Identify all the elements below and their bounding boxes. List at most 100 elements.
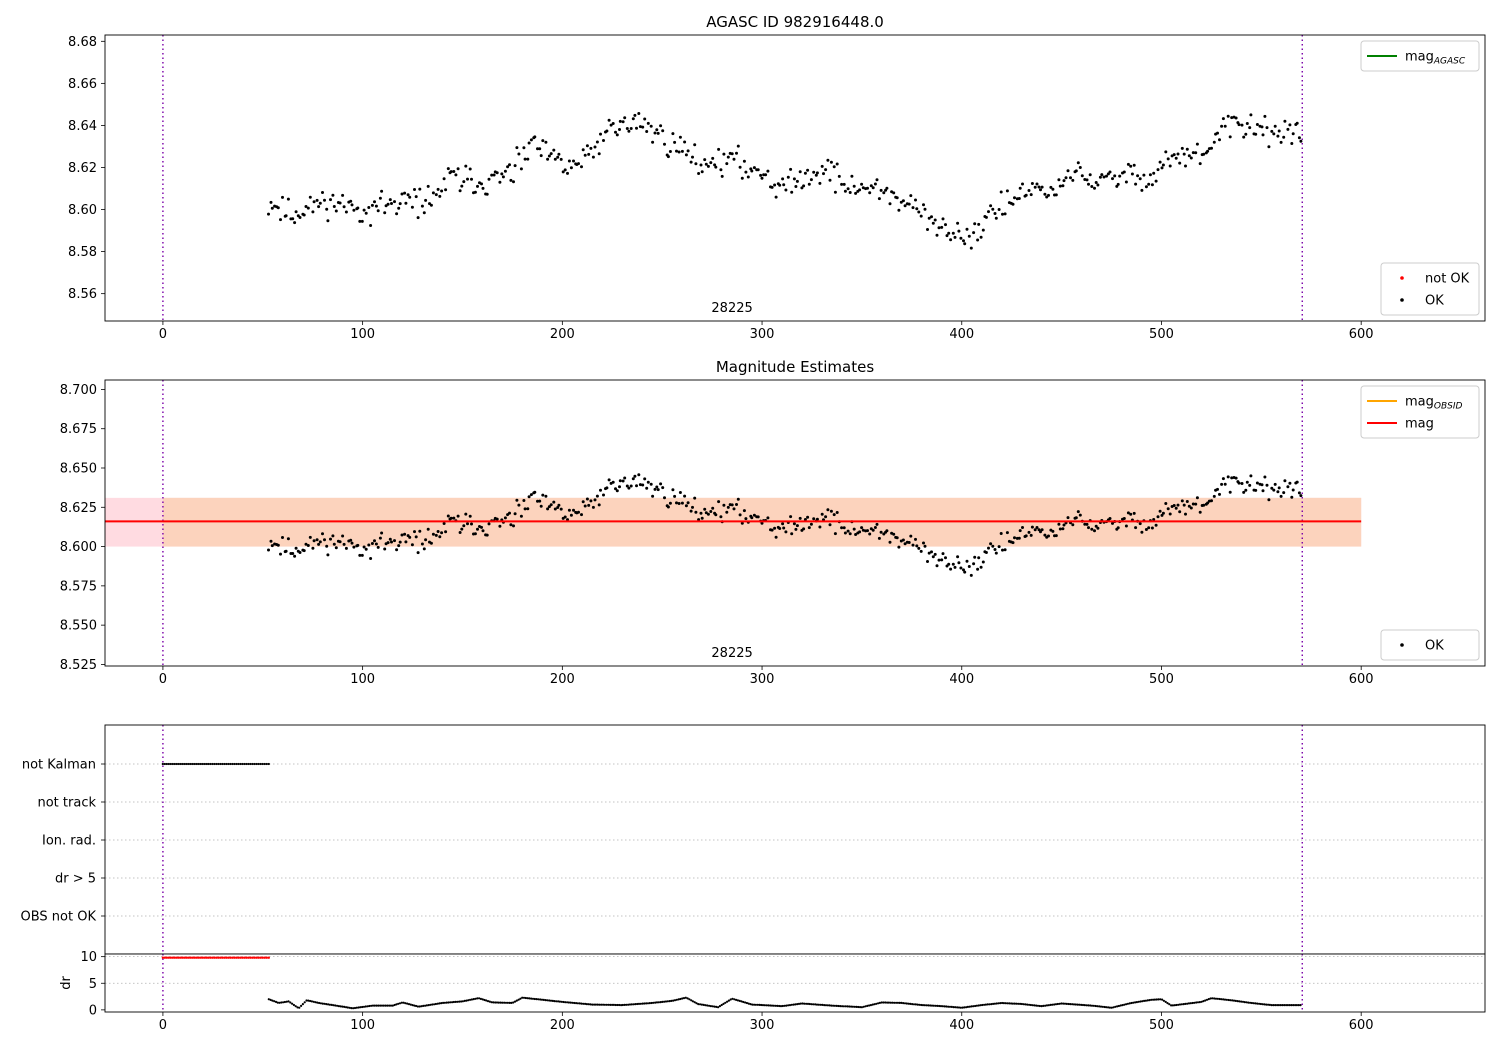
data-point bbox=[820, 164, 824, 168]
data-point bbox=[276, 543, 280, 547]
data-point bbox=[981, 560, 985, 564]
data-point bbox=[917, 210, 921, 214]
dr-point bbox=[912, 1003, 916, 1006]
data-point bbox=[885, 529, 889, 533]
data-point bbox=[1061, 527, 1065, 531]
dr-point bbox=[517, 998, 520, 1001]
data-point bbox=[949, 238, 953, 242]
dr-point bbox=[1105, 1006, 1108, 1009]
dr-point bbox=[1182, 1003, 1185, 1006]
dr-point bbox=[1080, 1003, 1083, 1007]
data-point bbox=[711, 506, 715, 510]
data-point bbox=[659, 482, 663, 486]
dr-point bbox=[285, 1000, 288, 1003]
data-point bbox=[638, 125, 642, 129]
data-point bbox=[1096, 183, 1100, 187]
data-point bbox=[814, 173, 818, 177]
data-point bbox=[1299, 494, 1303, 498]
data-point bbox=[773, 183, 777, 187]
dr-point bbox=[1071, 1003, 1074, 1006]
data-point bbox=[1154, 179, 1158, 183]
data-point bbox=[784, 530, 788, 534]
data-point bbox=[663, 142, 666, 146]
data-point bbox=[344, 210, 348, 214]
data-point bbox=[625, 484, 629, 488]
dr-point bbox=[569, 1001, 572, 1004]
dr-over-limit-point bbox=[169, 956, 173, 959]
data-point bbox=[1299, 139, 1303, 143]
data-point bbox=[286, 537, 290, 541]
data-point bbox=[666, 505, 670, 509]
dr-point bbox=[611, 1003, 614, 1007]
dr-point bbox=[702, 1003, 705, 1007]
data-point bbox=[403, 532, 407, 536]
data-point bbox=[1124, 524, 1128, 528]
data-point bbox=[882, 191, 886, 195]
dr-point bbox=[833, 1004, 837, 1007]
x-tick-label: 200 bbox=[550, 672, 575, 687]
data-point bbox=[566, 518, 569, 522]
dr-point bbox=[447, 1001, 450, 1004]
data-point bbox=[317, 542, 321, 546]
data-point bbox=[597, 152, 601, 156]
dr-point bbox=[357, 1006, 360, 1009]
data-point bbox=[1265, 126, 1269, 130]
data-point bbox=[1144, 528, 1148, 531]
data-point bbox=[1216, 487, 1219, 491]
dr-point bbox=[416, 1005, 419, 1008]
data-point bbox=[362, 545, 366, 549]
data-point bbox=[380, 189, 384, 193]
dr-point bbox=[869, 1004, 873, 1007]
dr-point bbox=[923, 1004, 926, 1007]
data-point bbox=[449, 516, 453, 520]
dr-point bbox=[966, 1005, 970, 1009]
data-point bbox=[413, 188, 416, 191]
dr-over-limit-point bbox=[263, 956, 266, 959]
data-point bbox=[281, 536, 284, 539]
data-point bbox=[649, 124, 653, 128]
data-point bbox=[321, 532, 324, 536]
dr-over-limit-point bbox=[245, 956, 248, 959]
y-tick-label: 8.68 bbox=[68, 35, 97, 50]
dr-point bbox=[346, 1006, 349, 1009]
dr-point bbox=[1004, 1002, 1007, 1005]
data-point bbox=[1058, 527, 1062, 531]
flag-point bbox=[179, 762, 182, 766]
data-point bbox=[449, 170, 453, 174]
data-point bbox=[269, 200, 273, 204]
data-point bbox=[854, 191, 858, 195]
data-point bbox=[738, 165, 742, 169]
dr-point bbox=[1177, 1003, 1180, 1006]
flag-point bbox=[211, 762, 214, 766]
data-point bbox=[732, 507, 736, 511]
dr-point bbox=[859, 1006, 862, 1009]
dr-point bbox=[803, 1002, 806, 1005]
dr-point bbox=[699, 1003, 702, 1006]
dr-point bbox=[508, 1001, 511, 1005]
dr-point bbox=[366, 1005, 369, 1008]
data-point bbox=[440, 189, 444, 193]
dr-point bbox=[668, 1000, 671, 1003]
dr-point bbox=[1110, 1006, 1113, 1009]
dr-over-limit-point bbox=[259, 956, 262, 959]
data-point bbox=[1191, 502, 1195, 506]
data-point bbox=[1176, 152, 1180, 156]
dr-point bbox=[1170, 1004, 1173, 1007]
data-point bbox=[973, 555, 977, 559]
data-point bbox=[1122, 517, 1126, 520]
data-point bbox=[294, 210, 298, 214]
data-point bbox=[1277, 486, 1281, 490]
data-point bbox=[965, 227, 969, 231]
dr-over-limit-point bbox=[191, 956, 195, 959]
data-point bbox=[680, 149, 684, 153]
data-point bbox=[464, 164, 468, 168]
data-point bbox=[315, 538, 319, 542]
dr-point bbox=[805, 1002, 808, 1005]
data-point bbox=[329, 537, 332, 541]
dr-point bbox=[1204, 999, 1207, 1002]
data-point bbox=[567, 159, 571, 163]
data-point bbox=[1037, 185, 1041, 189]
dr-point bbox=[409, 1003, 412, 1006]
data-point bbox=[766, 516, 770, 520]
data-point bbox=[380, 531, 384, 535]
